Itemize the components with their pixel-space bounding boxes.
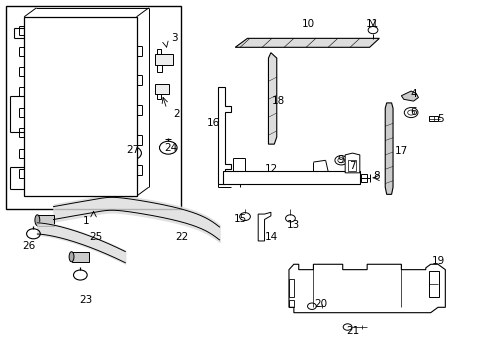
Text: 27: 27 xyxy=(126,144,139,154)
Text: 14: 14 xyxy=(265,232,278,242)
Text: 10: 10 xyxy=(302,19,315,29)
Bar xyxy=(24,17,137,196)
Bar xyxy=(223,171,360,184)
Text: 23: 23 xyxy=(79,295,93,305)
Bar xyxy=(5,6,181,209)
Text: 26: 26 xyxy=(23,241,36,251)
Bar xyxy=(157,94,161,99)
Text: 8: 8 xyxy=(373,171,380,181)
Bar xyxy=(361,174,367,182)
Text: 18: 18 xyxy=(271,96,285,106)
Text: 16: 16 xyxy=(207,118,220,128)
Polygon shape xyxy=(345,153,360,173)
Text: 3: 3 xyxy=(171,33,177,43)
Bar xyxy=(289,279,294,297)
Bar xyxy=(72,252,89,262)
Text: 5: 5 xyxy=(437,114,444,124)
Text: 25: 25 xyxy=(89,232,102,242)
Ellipse shape xyxy=(69,252,74,262)
Text: 22: 22 xyxy=(175,232,188,242)
Polygon shape xyxy=(385,103,393,194)
Bar xyxy=(37,215,54,226)
Text: 12: 12 xyxy=(265,164,278,174)
Text: 24: 24 xyxy=(164,143,177,153)
Text: 13: 13 xyxy=(287,220,300,230)
Ellipse shape xyxy=(35,215,40,226)
Polygon shape xyxy=(218,87,231,184)
Polygon shape xyxy=(258,212,271,241)
Text: 4: 4 xyxy=(410,89,417,99)
Bar xyxy=(429,271,439,297)
Text: 1: 1 xyxy=(83,216,90,226)
Text: 17: 17 xyxy=(395,146,408,156)
Polygon shape xyxy=(401,91,418,101)
Polygon shape xyxy=(269,53,277,144)
Text: 20: 20 xyxy=(314,299,327,309)
Bar xyxy=(347,160,356,171)
Text: 11: 11 xyxy=(366,19,379,29)
Bar xyxy=(157,49,161,54)
Bar xyxy=(155,84,169,94)
Polygon shape xyxy=(289,264,445,313)
Text: 21: 21 xyxy=(346,325,359,336)
Text: 19: 19 xyxy=(431,256,444,266)
Text: 2: 2 xyxy=(173,109,180,119)
Polygon shape xyxy=(235,39,379,47)
Text: 9: 9 xyxy=(337,155,343,165)
Bar xyxy=(429,116,438,121)
Text: 15: 15 xyxy=(234,215,247,224)
Bar xyxy=(157,65,162,72)
Text: 7: 7 xyxy=(349,161,356,171)
Text: 6: 6 xyxy=(410,107,417,117)
Bar xyxy=(289,300,294,307)
Bar xyxy=(155,54,173,65)
